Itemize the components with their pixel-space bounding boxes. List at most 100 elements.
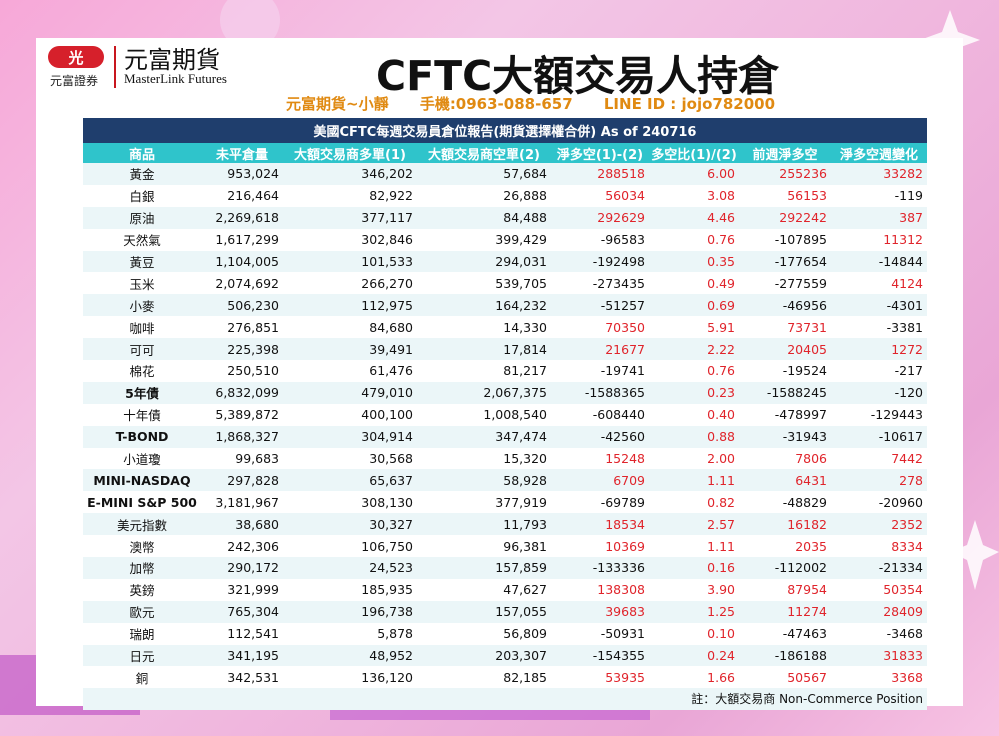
table-cell-ratio: 1.66 (649, 666, 739, 689)
page-title: CFTC大額交易人持倉 (376, 52, 780, 100)
footnote: 註：大額交易商 Non-Commerce Position (83, 688, 927, 711)
table-cell-prev: -19524 (739, 360, 831, 382)
contact-line: 元富期貨~小靜 手機:0963-088-657 LINE ID : jojo78… (286, 93, 801, 114)
column-header: 淨多空(1)-(2) (551, 143, 649, 163)
table-cell-prev: -177654 (739, 250, 831, 273)
table-cell-chg: -4301 (831, 294, 927, 317)
table-cell-long: 48,952 (283, 644, 417, 667)
table-cell-chg: 2352 (831, 513, 927, 536)
table-cell-prev: 73731 (739, 316, 831, 339)
table-row: 可可 225,398 39,491 17,814 21677 2.22 20405 1272 (83, 338, 927, 361)
table-cell-chg: -14844 (831, 250, 927, 273)
table-cell-short: 56,809 (417, 622, 551, 645)
logo-mark: 光 (48, 46, 104, 68)
table-cell-short: 399,429 (417, 228, 551, 251)
table-cell-net: 39683 (551, 600, 649, 623)
contact-phone: 手機:0963-088-657 (419, 95, 573, 113)
table-cell-long: 101,533 (283, 250, 417, 273)
table-cell-net: -192498 (551, 250, 649, 273)
data-table: 商品 未平倉量 大額交易商多單(1) 大額交易商空單(2) 淨多空(1)-(2)… (83, 143, 927, 689)
table-cell-prev: -46956 (739, 294, 831, 317)
table-row: 5年債 6,832,099 479,010 2,067,375 -1588365 0.23… (83, 381, 927, 404)
table-cell-ratio: 2.57 (649, 513, 739, 536)
table-cell-short: 157,055 (417, 600, 551, 623)
table-cell-short: 203,307 (417, 644, 551, 667)
table-cell-net: 18534 (551, 513, 649, 536)
column-header-row: 商品 未平倉量 大額交易商多單(1) 大額交易商空單(2) 淨多空(1)-(2)… (83, 143, 927, 163)
table-cell-short: 157,859 (417, 557, 551, 579)
commodity-name-cell: 加幣 (83, 557, 201, 579)
report-card: 光 元富證券 元富期貨 MasterLink Futures CFTC大額交易人… (36, 38, 963, 711)
table-cell-net: -69789 (551, 491, 649, 514)
commodity-name-cell: 咖啡 (83, 316, 201, 339)
table-cell-long: 136,120 (283, 666, 417, 689)
table-cell-ratio: 2.22 (649, 338, 739, 361)
table-cell-chg: -21334 (831, 557, 927, 579)
table-cell-oi: 1,617,299 (201, 228, 283, 251)
table-cell-ratio: 3.90 (649, 578, 739, 601)
table-title: 美國CFTC每週交易員倉位報告(期貨選擇權合併) As of 240716 (83, 118, 927, 143)
table-cell-chg: -3381 (831, 316, 927, 339)
table-cell-short: 1,008,540 (417, 403, 551, 426)
logo-divider (114, 46, 116, 88)
table-cell-oi: 6,832,099 (201, 381, 283, 404)
table-row: 十年債 5,389,872 400,100 1,008,540 -608440 0.40-… (83, 403, 927, 426)
table-cell-prev: -478997 (739, 403, 831, 426)
table-cell-net: 10369 (551, 535, 649, 558)
table-row: 小道瓊 99,683 30,568 15,320 15248 2.00 7806 7442 (83, 447, 927, 470)
table-cell-ratio: 1.11 (649, 535, 739, 558)
table-cell-ratio: 0.88 (649, 425, 739, 448)
table-cell-long: 30,568 (283, 447, 417, 470)
table-cell-oi: 112,541 (201, 622, 283, 645)
table-cell-chg: -120 (831, 381, 927, 404)
logo-subtitle: 元富證券 (50, 74, 99, 88)
table-cell-chg: 387 (831, 206, 927, 229)
table-cell-chg: -217 (831, 360, 927, 382)
table-row: E-MINI S&P 500 3,181,967 308,130 377,919 -69… (83, 491, 927, 514)
table-cell-oi: 5,389,872 (201, 403, 283, 426)
commodity-name-cell: E-MINI S&P 500 (83, 491, 201, 514)
column-header: 多空比(1)/(2) (649, 143, 739, 163)
table-cell-short: 47,627 (417, 578, 551, 601)
table-cell-long: 5,878 (283, 622, 417, 645)
contact-name: 元富期貨~小靜 (286, 95, 389, 113)
company-logo: 光 元富證券 元富期貨 MasterLink Futures (46, 46, 246, 88)
table-cell-short: 2,067,375 (417, 381, 551, 404)
commodity-name-cell: 5年債 (83, 381, 201, 404)
table-row: 瑞朗 112,541 5,878 56,809 -50931 0.10 -47463 -346… (83, 622, 927, 645)
table-cell-short: 14,330 (417, 316, 551, 339)
table-cell-chg: -129443 (831, 403, 927, 426)
column-header: 未平倉量 (201, 143, 283, 163)
table-cell-prev: 255236 (739, 163, 831, 185)
table-cell-net: 53935 (551, 666, 649, 689)
table-cell-short: 164,232 (417, 294, 551, 317)
table-cell-prev: -47463 (739, 622, 831, 645)
table-cell-ratio: 1.25 (649, 600, 739, 623)
table-cell-chg: 1272 (831, 338, 927, 361)
column-header: 淨多空週變化 (831, 143, 927, 163)
table-row: 黃金 953,024 346,202 57,684 288518 6.00 255236 33… (83, 163, 927, 185)
table-row: 英鎊 321,999 185,935 47,627 138308 3.90 87954 503… (83, 578, 927, 601)
table-cell-ratio: 1.11 (649, 469, 739, 492)
table-row: 玉米 2,074,692 266,270 539,705 -273435 0.49 -277… (83, 272, 927, 295)
table-cell-chg: -10617 (831, 425, 927, 448)
commodity-name-cell: 瑞朗 (83, 622, 201, 645)
table-cell-prev: -48829 (739, 491, 831, 514)
table-cell-oi: 216,464 (201, 184, 283, 207)
table-cell-long: 112,975 (283, 294, 417, 317)
table-cell-long: 106,750 (283, 535, 417, 558)
commodity-name-cell: 歐元 (83, 600, 201, 623)
table-cell-short: 539,705 (417, 272, 551, 295)
commodity-name-cell: 棉花 (83, 360, 201, 382)
table-cell-oi: 250,510 (201, 360, 283, 382)
table-cell-short: 377,919 (417, 491, 551, 514)
commodity-name-cell: 可可 (83, 338, 201, 361)
table-cell-prev: 87954 (739, 578, 831, 601)
table-cell-ratio: 6.00 (649, 163, 739, 185)
table-cell-prev: 20405 (739, 338, 831, 361)
column-header: 商品 (83, 143, 201, 163)
table-cell-net: 292629 (551, 206, 649, 229)
table-cell-oi: 99,683 (201, 447, 283, 470)
table-cell-long: 266,270 (283, 272, 417, 295)
commodity-name-cell: 美元指數 (83, 513, 201, 536)
